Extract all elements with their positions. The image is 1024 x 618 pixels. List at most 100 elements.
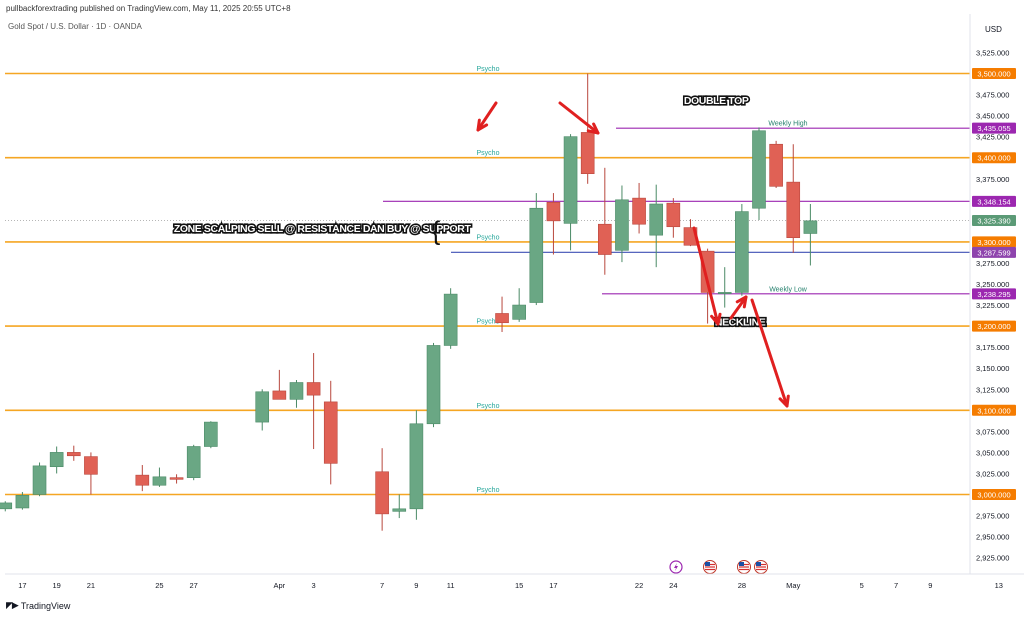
x-tick-label: 9 — [928, 581, 932, 590]
candle-body[interactable] — [169, 477, 184, 480]
level-label: Weekly Low — [769, 286, 808, 293]
candle-body[interactable] — [580, 132, 595, 174]
level-badge-text: 3,200.000 — [977, 322, 1010, 331]
candle-body[interactable] — [204, 421, 218, 447]
tradingview-logo-icon: ◤▶ — [6, 600, 19, 610]
candle-body[interactable] — [443, 293, 458, 346]
tradingview-logo[interactable]: ◤▶ TradingView — [6, 600, 70, 611]
x-tick-label: May — [786, 581, 800, 590]
candle-body[interactable] — [615, 199, 629, 251]
candle-body[interactable] — [529, 207, 544, 303]
candle-body[interactable] — [598, 223, 612, 255]
level-badge — [972, 288, 1016, 300]
x-tick-label: Apr — [274, 581, 286, 590]
level-badge-text: 3,300.000 — [977, 238, 1010, 247]
arrow-down-2 — [750, 298, 790, 408]
candle-body[interactable] — [803, 220, 818, 234]
zone-scalping-label: ZONE SCALPING SELL @ RESISTANCE DAN BUY … — [174, 223, 472, 235]
x-tick-label: 25 — [155, 581, 163, 590]
y-tick-label: 3,525.000 — [976, 48, 1009, 57]
y-tick-label: 3,050.000 — [976, 448, 1009, 457]
candle-body[interactable] — [0, 502, 13, 510]
candle-body[interactable] — [700, 250, 715, 293]
annotations: DOUBLE TOP NECKLINE ZONE SCALPING SELL @ R… — [172, 93, 790, 574]
horizontal-levels: Psycho Psycho Psycho Psycho Psycho Psycho Week… — [5, 66, 970, 496]
candle-body[interactable] — [495, 313, 509, 324]
candle-body[interactable] — [32, 465, 47, 495]
candle-body[interactable] — [426, 345, 441, 425]
us-flag-icon[interactable] — [737, 560, 751, 574]
level-badge-text: 3,100.000 — [977, 406, 1010, 415]
double-top-label: DOUBLE TOP — [684, 95, 749, 107]
candle-body[interactable] — [255, 391, 270, 423]
y-tick-label: 2,975.000 — [976, 512, 1009, 521]
publish-info: pullbackforextrading published on Tradin… — [6, 4, 291, 13]
candle-body[interactable] — [66, 452, 81, 457]
level-label: Psycho — [477, 234, 500, 241]
level-badge — [972, 195, 1016, 207]
candle-body[interactable] — [186, 446, 201, 478]
us-flag-icon[interactable] — [754, 560, 768, 574]
candle-body[interactable] — [717, 292, 732, 294]
x-tick-label: 7 — [894, 581, 898, 590]
candle-body[interactable] — [769, 143, 783, 187]
candle-body[interactable] — [84, 456, 98, 475]
y-tick-label: 3,425.000 — [976, 133, 1009, 142]
x-tick-label: 7 — [380, 581, 384, 590]
level-label: Psycho — [477, 403, 500, 410]
arrow-up — [729, 295, 748, 320]
candle-body[interactable] — [409, 423, 424, 510]
us-flag-icon[interactable] — [703, 560, 717, 574]
level-badge-text: 3,238.295 — [977, 290, 1010, 299]
x-tick-label: 28 — [738, 581, 746, 590]
level-label: Psycho — [477, 487, 500, 494]
level-badge — [972, 152, 1016, 164]
candle-body[interactable] — [786, 181, 801, 238]
candle-body[interactable] — [135, 474, 150, 486]
level-label: Weekly High — [768, 121, 807, 128]
candle-body[interactable] — [306, 382, 321, 396]
candle-body[interactable] — [546, 202, 561, 222]
x-tick-label: 11 — [447, 581, 455, 590]
candle-body[interactable] — [152, 476, 167, 486]
y-tick-label: 3,475.000 — [976, 91, 1009, 100]
level-badge — [972, 236, 1016, 248]
candle-body[interactable] — [15, 495, 30, 509]
candle-body[interactable] — [49, 452, 64, 468]
candle-body[interactable] — [272, 390, 287, 400]
candle-body[interactable] — [512, 304, 526, 320]
level-badge — [972, 320, 1016, 332]
candle-body[interactable] — [649, 203, 664, 236]
candle-body[interactable] — [289, 382, 304, 400]
level-badge-text: 3,348.154 — [977, 197, 1010, 206]
level-label: Psycho — [477, 319, 500, 326]
last-price-text: 3,325.390 — [977, 217, 1010, 226]
time-axis: 1719212527Apr379111517222428May579131519… — [5, 573, 1024, 590]
x-tick-label: 9 — [414, 581, 418, 590]
candle-body[interactable] — [735, 211, 749, 293]
candle-body[interactable] — [375, 471, 389, 515]
y-tick-label: 3,025.000 — [976, 469, 1009, 478]
x-tick-label: 22 — [635, 581, 643, 590]
arrow-down-1 — [692, 226, 722, 326]
y-tick-label: 3,275.000 — [976, 259, 1009, 268]
level-label: Psycho — [477, 66, 500, 73]
currency-label: USD — [985, 25, 1002, 34]
candle-body[interactable] — [563, 136, 578, 224]
candle-body[interactable] — [666, 202, 681, 228]
last-price-badge — [972, 215, 1016, 227]
candle-body[interactable] — [392, 508, 407, 512]
level-badge — [972, 489, 1016, 500]
candle-body[interactable] — [323, 401, 338, 464]
candle-body[interactable] — [752, 130, 766, 209]
y-tick-label: 3,225.000 — [976, 301, 1009, 310]
y-tick-label: 2,950.000 — [976, 533, 1009, 542]
level-badge-text: 3,287.599 — [977, 248, 1010, 257]
candle-body[interactable] — [632, 197, 646, 225]
zone-brace-icon: { — [432, 215, 441, 245]
symbol-title[interactable]: Gold Spot / U.S. Dollar · 1D · OANDA — [8, 22, 142, 31]
x-tick-label: 27 — [190, 581, 198, 590]
lightning-icon[interactable] — [669, 560, 683, 574]
y-tick-label: 3,375.000 — [976, 175, 1009, 184]
